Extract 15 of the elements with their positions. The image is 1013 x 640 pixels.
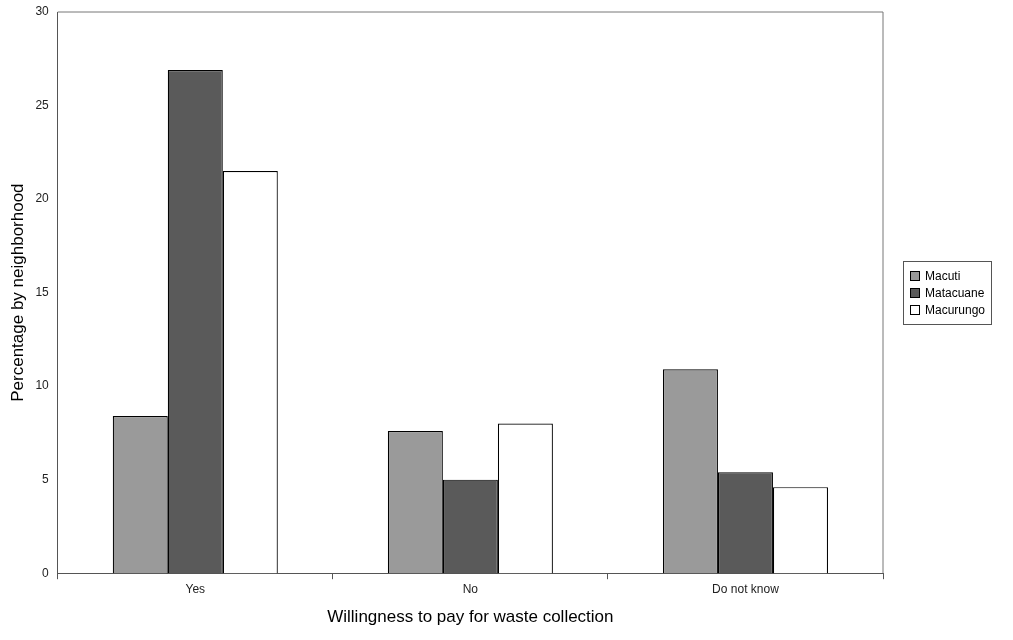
- y-tick-label: 25: [35, 97, 50, 112]
- legend-label: Macuti: [925, 268, 961, 283]
- x-tick-label: Yes: [185, 581, 206, 596]
- x-tick-label: No: [462, 581, 479, 596]
- y-tick-label: 30: [35, 4, 50, 19]
- y-tick-label: 15: [35, 284, 50, 299]
- x-tick-label: Do not know: [712, 581, 780, 596]
- y-tick-label: 0: [42, 565, 50, 580]
- y-tick-label: 20: [35, 191, 50, 206]
- text: Macurungo: [925, 302, 986, 317]
- y-axis-title: Percentage by neighborhood: [7, 183, 27, 402]
- y-tick-label: 5: [42, 471, 50, 486]
- y-tick-label: 10: [35, 378, 50, 393]
- x-axis-title: Willingness to pay for waste collection: [327, 607, 614, 627]
- legend-label: Matacuane: [925, 285, 985, 300]
